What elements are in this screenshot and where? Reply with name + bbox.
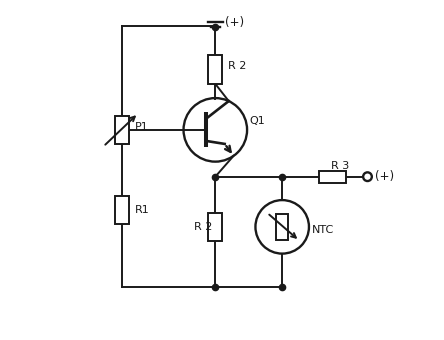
Text: (+): (+)	[375, 170, 394, 183]
Text: Q1: Q1	[250, 116, 266, 125]
Text: R 2: R 2	[228, 61, 246, 71]
Bar	[115, 196, 129, 224]
Text: R1: R1	[135, 205, 149, 215]
Text: NTC: NTC	[312, 225, 334, 235]
Text: R 3: R 3	[331, 161, 349, 171]
Bar	[319, 171, 346, 183]
Text: R 2: R 2	[194, 222, 212, 232]
Text: P1: P1	[135, 121, 148, 132]
Bar	[115, 116, 129, 144]
Bar	[208, 212, 222, 241]
Text: (+): (+)	[225, 16, 244, 29]
Bar	[208, 55, 222, 84]
Bar	[276, 214, 288, 240]
